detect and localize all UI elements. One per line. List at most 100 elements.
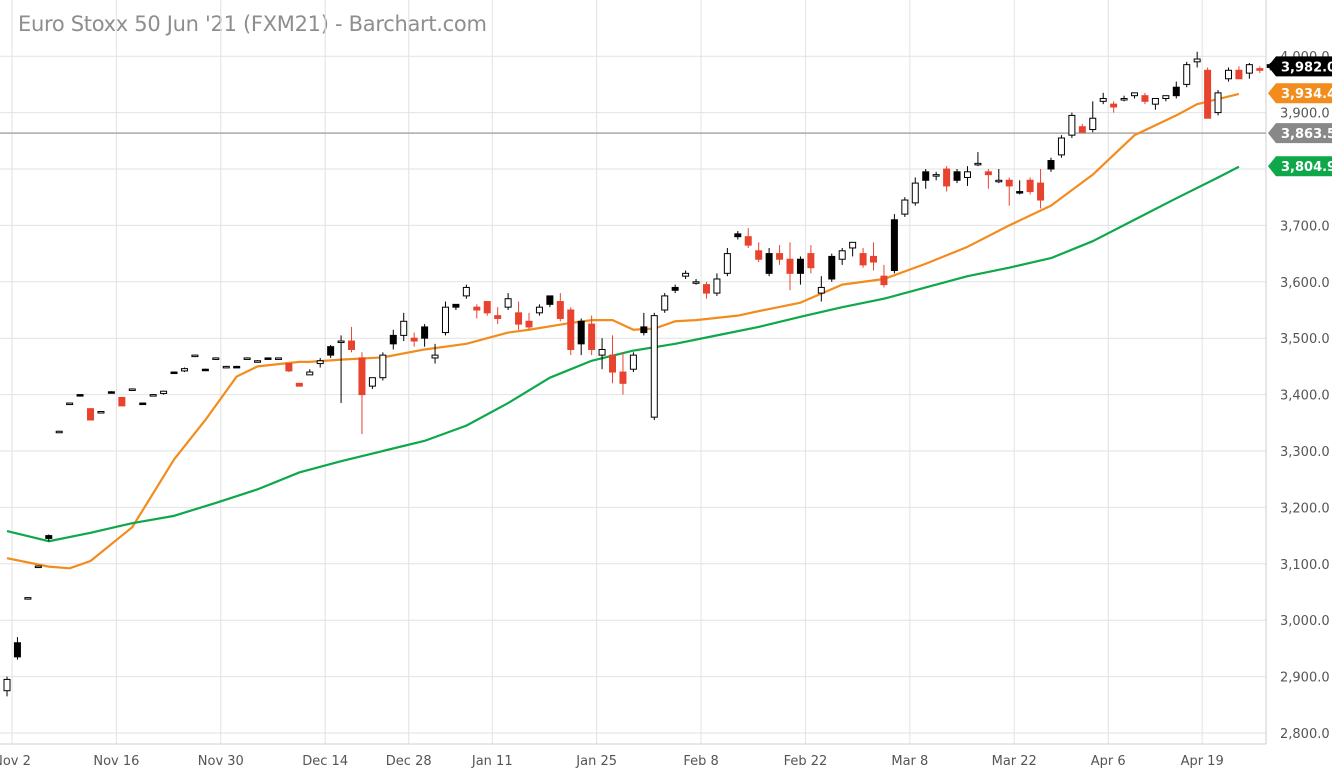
candle	[1131, 92, 1139, 99]
candle	[682, 270, 690, 279]
candle	[462, 284, 470, 299]
candle	[849, 241, 857, 257]
x-tick-label: Feb 8	[683, 754, 718, 769]
candle-body	[786, 258, 794, 274]
candle-body	[1235, 69, 1243, 80]
x-tick-label: Nov 30	[198, 754, 244, 769]
candle	[671, 284, 679, 294]
candle-body	[149, 394, 157, 397]
candle-body	[1224, 69, 1232, 80]
x-tick-label: Dec 14	[302, 754, 348, 769]
x-tick-label: Nov 2	[0, 754, 31, 769]
candle-body	[316, 360, 324, 365]
candle	[1110, 101, 1118, 113]
candle-body	[943, 168, 951, 187]
candle	[180, 367, 188, 373]
candle	[76, 394, 84, 397]
candle-body	[452, 303, 460, 308]
candle-body	[368, 377, 376, 387]
candle	[233, 365, 241, 369]
candle-body	[97, 411, 105, 414]
candle-body	[1099, 98, 1107, 102]
candle-body	[45, 535, 53, 539]
candle	[974, 152, 982, 167]
candle-body	[306, 371, 314, 376]
candle	[1183, 61, 1191, 88]
candle-body	[441, 306, 449, 334]
candle	[943, 166, 951, 192]
candle-body	[922, 171, 930, 181]
candle	[421, 324, 429, 347]
candle-body	[24, 597, 32, 600]
candle	[629, 352, 637, 373]
candle-body	[1214, 92, 1222, 114]
candle	[452, 303, 460, 310]
candle	[368, 377, 376, 389]
candle	[222, 365, 230, 369]
candle	[400, 312, 408, 342]
candle-body	[139, 402, 147, 406]
candle	[796, 256, 804, 285]
candle-body	[483, 301, 491, 314]
candle	[619, 352, 627, 395]
candle-body	[984, 171, 992, 176]
candle-body	[504, 298, 512, 308]
candle	[567, 307, 575, 356]
candle	[128, 388, 136, 391]
candle-body	[264, 357, 272, 360]
candle	[1193, 51, 1201, 68]
candle-body	[1245, 64, 1253, 74]
candle	[702, 281, 710, 299]
candle-body	[348, 340, 356, 350]
candle	[1245, 62, 1253, 79]
candle-body	[494, 315, 502, 319]
candle	[515, 301, 523, 330]
candle-body	[1037, 182, 1045, 201]
candle	[1016, 180, 1024, 195]
candle	[828, 253, 836, 282]
candle-body	[546, 295, 554, 305]
candle	[1204, 67, 1212, 119]
candle	[483, 301, 491, 316]
candle	[1256, 66, 1264, 74]
candle-body	[671, 286, 679, 291]
candle-body	[1078, 126, 1086, 133]
candle	[765, 247, 773, 277]
moving-average-line-1	[6, 92, 1240, 570]
candle-body	[963, 171, 971, 178]
candle	[441, 301, 449, 336]
candle	[243, 357, 251, 360]
candle	[24, 597, 32, 600]
candle-body	[1172, 86, 1180, 97]
candle-body	[609, 354, 617, 373]
candle	[932, 171, 940, 181]
candle	[87, 408, 95, 421]
candle-body	[932, 174, 940, 177]
x-tick-label: Jan 11	[471, 754, 513, 769]
candle	[1162, 95, 1170, 102]
candle-body	[953, 171, 961, 181]
candle-body	[1151, 98, 1159, 105]
candle-body	[128, 388, 136, 391]
candle-body	[1047, 160, 1055, 170]
price-tag: 3,863.5	[1268, 123, 1332, 144]
candle	[734, 231, 742, 240]
candle	[285, 363, 293, 373]
candle	[254, 360, 262, 363]
candle-body	[723, 253, 731, 274]
candle	[337, 335, 345, 404]
candle	[139, 402, 147, 406]
candle-body	[1204, 69, 1212, 119]
candle-body	[87, 408, 95, 421]
candle-body	[755, 250, 763, 260]
candle	[1078, 123, 1086, 133]
candle	[776, 245, 784, 265]
candle	[546, 295, 554, 308]
candle	[1151, 98, 1159, 110]
candle-body	[1120, 98, 1128, 101]
candle-body	[859, 253, 867, 266]
candle	[431, 343, 439, 364]
candle-body	[1005, 179, 1013, 187]
candle	[274, 357, 282, 360]
